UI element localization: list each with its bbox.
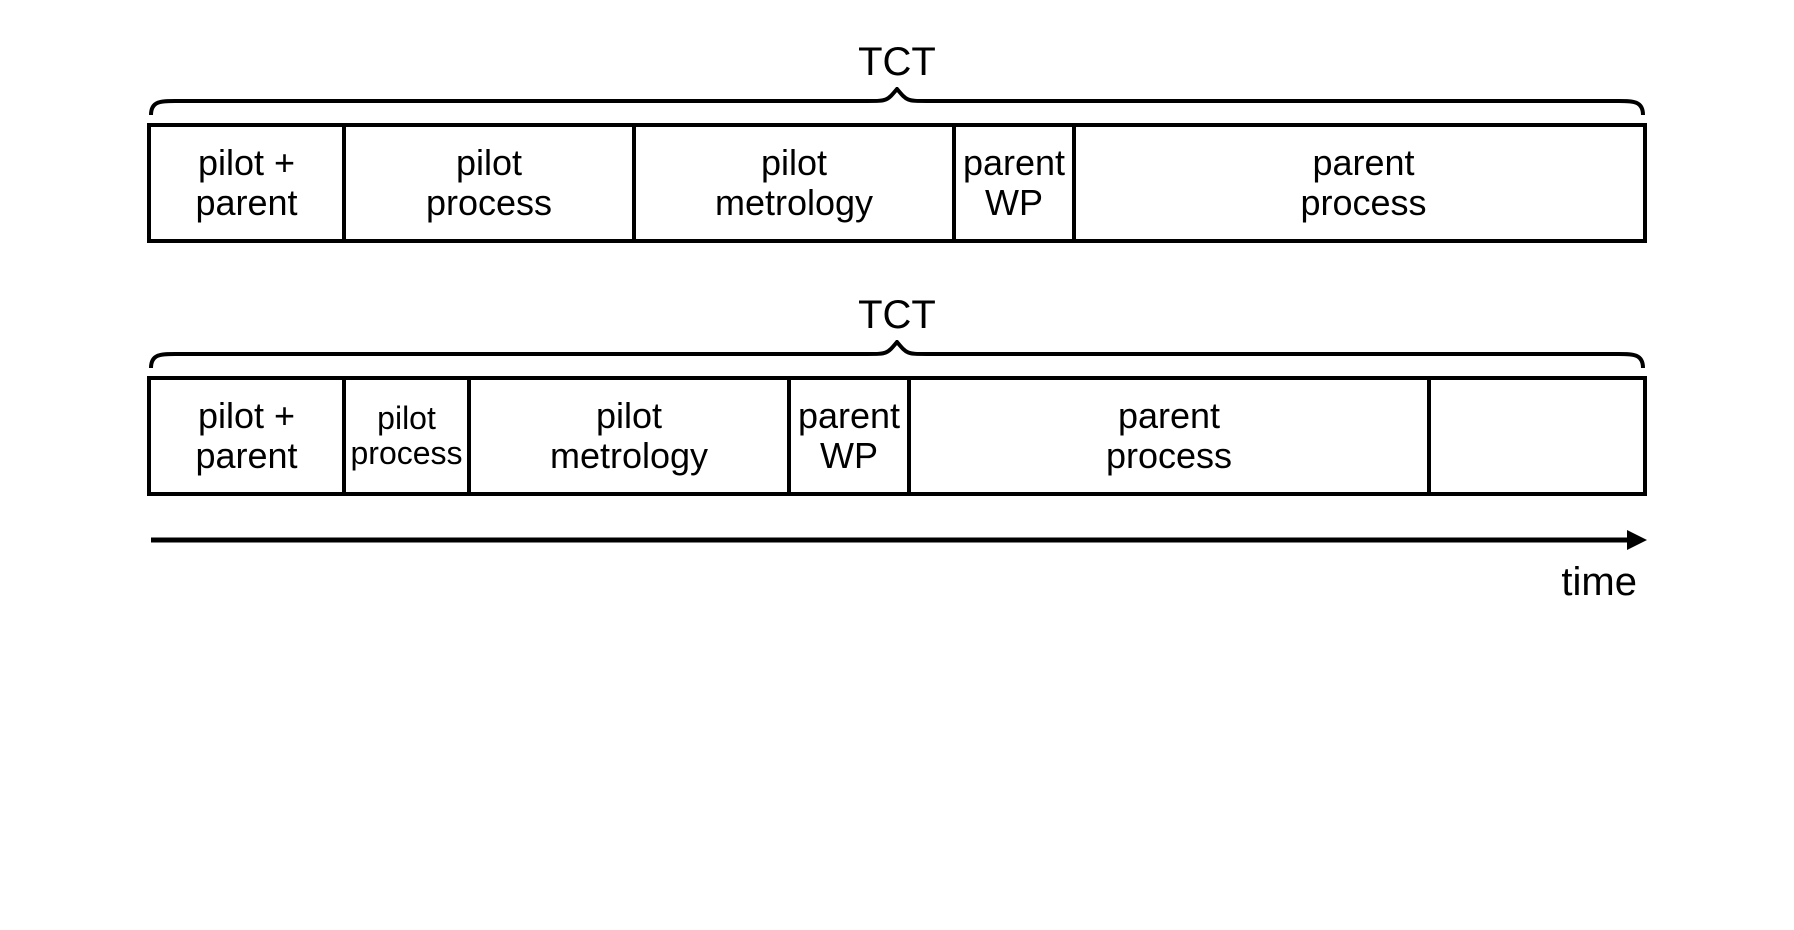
timeline-row-2: pilot +parentpilotprocesspilotmetrologyp… (147, 376, 1647, 496)
tct-label-2: TCT (147, 293, 1647, 338)
segment (1431, 380, 1651, 492)
segment: parentWP (956, 127, 1076, 239)
timeline-row-1: pilot +parentpilotprocesspilotmetrologyp… (147, 123, 1647, 243)
segment: pilot +parent (151, 127, 346, 239)
segment: pilotprocess (346, 380, 471, 492)
tct-group-2: TCT pilot +parentpilotprocesspilotmetrol… (147, 293, 1647, 496)
tct-label-1: TCT (147, 40, 1647, 85)
segment: parentprocess (911, 380, 1431, 492)
segment: pilotmetrology (471, 380, 791, 492)
segment: pilotprocess (346, 127, 636, 239)
segment: parentWP (791, 380, 911, 492)
tct-group-1: TCT pilot +parentpilotprocesspilotmetrol… (147, 40, 1647, 243)
brace-1 (147, 87, 1647, 117)
segment: pilot +parent (151, 380, 346, 492)
time-axis: time (147, 526, 1647, 605)
segment: parentprocess (1076, 127, 1651, 239)
segment: pilotmetrology (636, 127, 956, 239)
tct-diagram: TCT pilot +parentpilotprocesspilotmetrol… (147, 40, 1647, 605)
brace-2 (147, 340, 1647, 370)
time-axis-label: time (147, 560, 1647, 605)
